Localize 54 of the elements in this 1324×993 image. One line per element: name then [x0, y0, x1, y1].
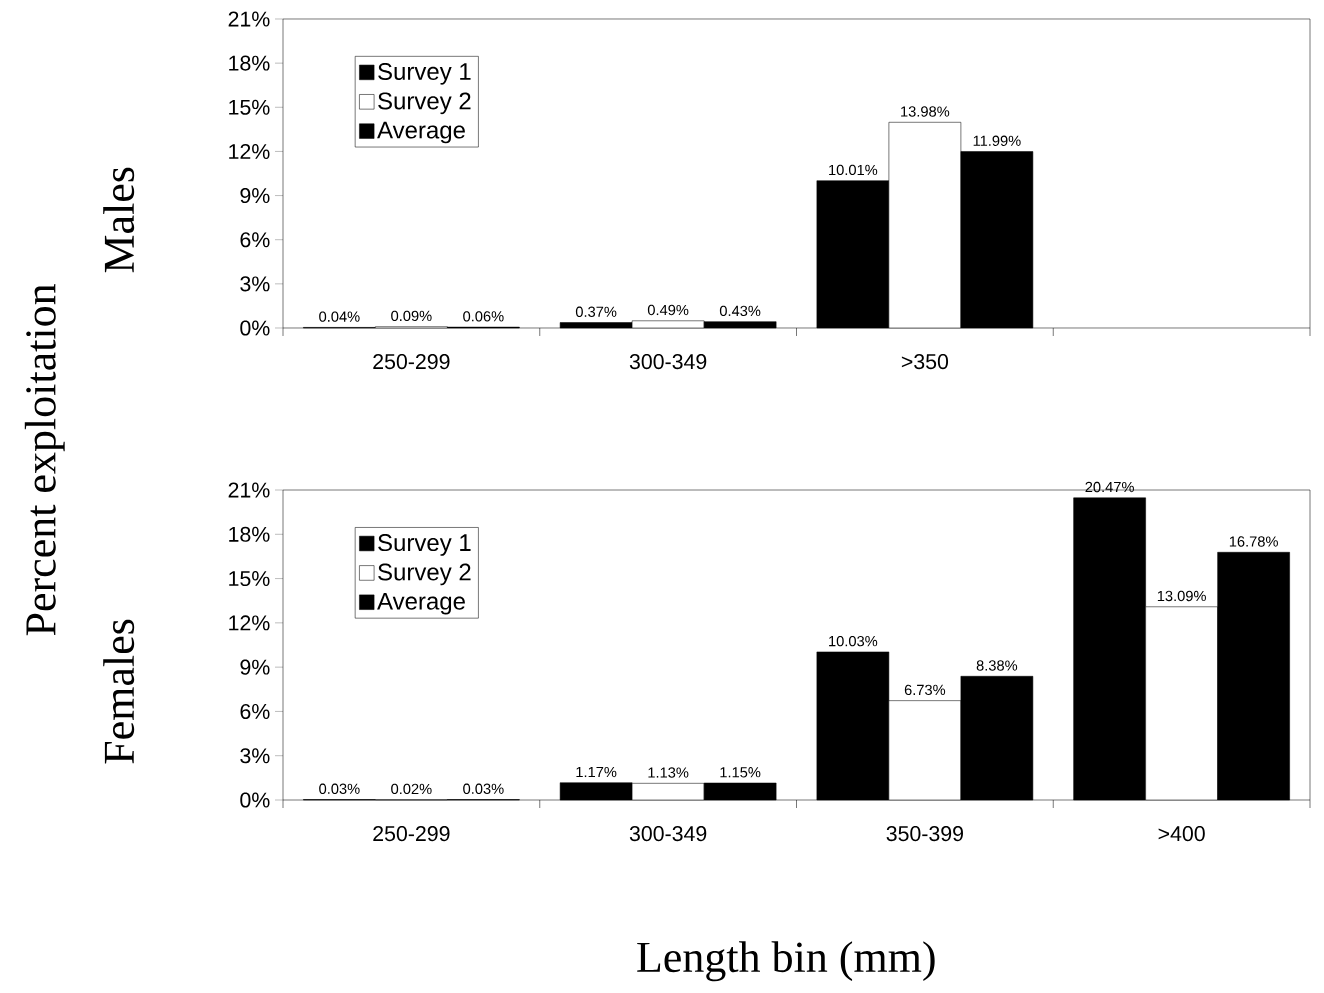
data-label: 13.09% [1157, 590, 1206, 602]
y-tick-label: 9% [240, 188, 270, 204]
data-label: 0.03% [463, 783, 504, 794]
y-tick-label: 18% [229, 526, 270, 542]
data-label: 20.47% [1085, 481, 1134, 493]
data-label: 0.09% [391, 310, 432, 322]
legend-label: Average [377, 592, 465, 615]
y-tick-label: 3% [240, 748, 270, 764]
y-tick-label: 3% [240, 276, 270, 292]
data-label: 0.43% [719, 305, 761, 317]
x-tick-label: 300-349 [629, 826, 707, 842]
data-label: 1.13% [648, 767, 689, 778]
x-tick-label: 250-299 [373, 826, 450, 842]
data-label: 10.01% [829, 164, 878, 176]
data-label: 1.17% [576, 766, 617, 778]
data-label: 8.38% [976, 660, 1018, 671]
y-tick-label: 6% [240, 232, 270, 248]
y-tick-label: 0% [240, 320, 270, 336]
data-label: 10.03% [829, 635, 878, 647]
data-label: 13.98% [901, 106, 950, 117]
legend-label: Survey 2 [378, 563, 471, 586]
y-tick-label: 21% [228, 11, 270, 27]
y-tick-label: 15% [229, 99, 270, 115]
legend-label: Survey 2 [378, 92, 471, 115]
y-axis-title: Females [103, 619, 135, 764]
data-label: 6.73% [904, 684, 946, 696]
legend-label: Survey 1 [378, 534, 471, 556]
x-axis-title: Length bin (mm) [637, 941, 935, 982]
x-tick-label: >400 [1158, 826, 1205, 842]
data-label: 1.15% [720, 767, 761, 778]
y-tick-label: 18% [229, 55, 270, 71]
x-tick-label: >350 [901, 354, 949, 370]
data-label: 0.49% [647, 304, 689, 316]
y-tick-label: 15% [229, 571, 270, 587]
legend-label: Average [377, 121, 465, 144]
y-tick-label: 6% [240, 703, 270, 719]
x-tick-label: 250-299 [373, 354, 450, 370]
y-tick-label: 9% [240, 659, 270, 675]
y-tick-label: 0% [240, 792, 270, 808]
legend-label: Survey 1 [378, 63, 471, 85]
data-label: 0.37% [575, 306, 617, 317]
x-tick-label: 300-349 [629, 354, 707, 370]
x-tick-label: 350-399 [886, 826, 963, 842]
data-label: 16.78% [1229, 536, 1278, 547]
y-tick-label: 12% [229, 615, 270, 631]
y-tick-label: 21% [228, 482, 270, 498]
data-label: 11.99% [973, 135, 1021, 146]
text: Percent exploitation [24, 284, 65, 636]
data-label: 0.03% [319, 783, 360, 794]
data-label: 0.04% [319, 311, 360, 322]
data-label: 0.02% [391, 783, 432, 795]
y-axis-title: Males [103, 167, 135, 273]
data-label: 0.06% [463, 311, 504, 322]
y-tick-label: 12% [229, 143, 270, 159]
